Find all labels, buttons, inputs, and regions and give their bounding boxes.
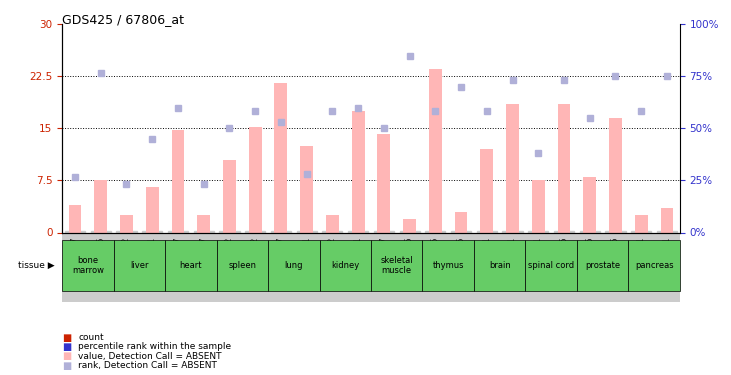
Text: rank, Detection Call = ABSENT: rank, Detection Call = ABSENT <box>78 361 217 370</box>
Bar <box>404 219 416 232</box>
Bar <box>62 232 680 302</box>
Bar <box>423 240 474 291</box>
Text: ■: ■ <box>62 351 72 361</box>
Bar <box>480 149 493 232</box>
Bar <box>635 215 648 232</box>
Bar <box>274 83 287 232</box>
Bar <box>532 180 545 232</box>
Bar <box>94 180 107 232</box>
Text: value, Detection Call = ABSENT: value, Detection Call = ABSENT <box>78 352 221 361</box>
Text: prostate: prostate <box>585 261 620 270</box>
Text: heart: heart <box>180 261 202 270</box>
Text: count: count <box>78 333 104 342</box>
Text: percentile rank within the sample: percentile rank within the sample <box>78 342 231 351</box>
Text: ■: ■ <box>62 342 72 352</box>
Bar <box>300 146 313 232</box>
Text: spinal cord: spinal cord <box>528 261 575 270</box>
Bar <box>62 240 113 291</box>
Bar <box>352 111 365 232</box>
Bar <box>216 240 268 291</box>
Bar <box>249 127 262 232</box>
Bar <box>455 211 468 232</box>
Text: liver: liver <box>130 261 148 270</box>
Bar <box>429 69 442 232</box>
Text: spleen: spleen <box>228 261 257 270</box>
Text: bone
marrow: bone marrow <box>72 256 104 275</box>
Bar <box>629 240 680 291</box>
Text: brain: brain <box>489 261 510 270</box>
Bar <box>377 134 390 232</box>
Bar <box>577 240 629 291</box>
Bar <box>319 240 371 291</box>
Bar <box>474 240 526 291</box>
Bar <box>371 240 423 291</box>
Bar <box>120 215 133 232</box>
Bar <box>583 177 596 232</box>
Bar <box>506 104 519 232</box>
Text: tissue ▶: tissue ▶ <box>18 261 54 270</box>
Text: ■: ■ <box>62 333 72 342</box>
Text: thymus: thymus <box>433 261 464 270</box>
Bar <box>558 104 570 232</box>
Bar <box>113 240 165 291</box>
Bar <box>326 215 338 232</box>
Bar <box>172 130 184 232</box>
Bar <box>609 118 622 232</box>
Bar <box>223 160 236 232</box>
Text: lung: lung <box>284 261 303 270</box>
Bar <box>268 240 319 291</box>
Bar <box>165 240 216 291</box>
Text: pancreas: pancreas <box>635 261 673 270</box>
Text: GDS425 / 67806_at: GDS425 / 67806_at <box>62 13 184 26</box>
Text: skeletal
muscle: skeletal muscle <box>380 256 413 275</box>
Bar <box>145 188 159 232</box>
Text: ■: ■ <box>62 361 72 370</box>
Bar <box>69 205 81 232</box>
Text: kidney: kidney <box>331 261 360 270</box>
Bar <box>197 215 210 232</box>
Bar <box>526 240 577 291</box>
Bar <box>661 208 673 232</box>
